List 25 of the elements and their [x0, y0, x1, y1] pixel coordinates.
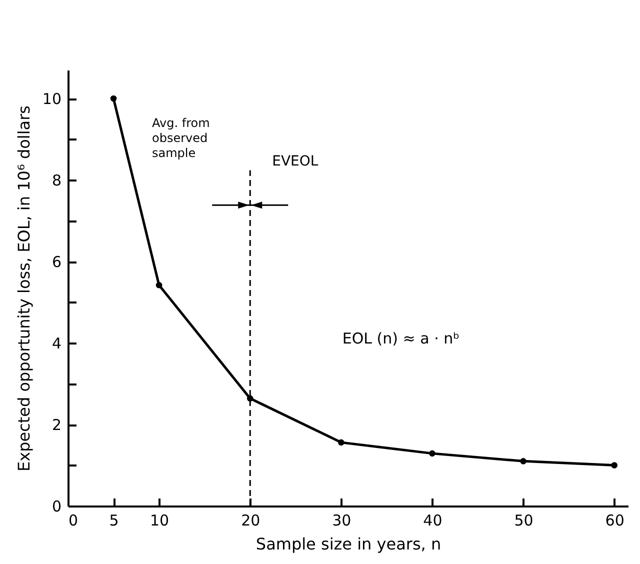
ref-line-label: EVEOL	[272, 154, 318, 170]
point	[110, 95, 117, 102]
y-tick-label: 8	[52, 172, 62, 190]
x-tick-label: 5	[109, 512, 119, 530]
x-tick-label: 40	[423, 512, 442, 530]
x-tick-label: 0	[68, 512, 78, 530]
x-tick-label: 60	[605, 512, 624, 530]
annotation: Avg. from observed sample	[152, 116, 210, 160]
y-tick-label: 10	[42, 90, 62, 108]
x-tick-label: 20	[241, 512, 260, 530]
y-tick-label: 6	[52, 253, 62, 272]
x-tick-label: 10	[150, 512, 170, 530]
point	[611, 462, 618, 468]
y-tick-label: 4	[52, 334, 62, 353]
y-tick-label: 0	[52, 498, 62, 516]
y-axis-title: Expected opportunity loss, EOL, in 10⁶ dollars	[14, 106, 34, 472]
x-tick-label: 30	[332, 512, 352, 530]
point	[429, 450, 436, 457]
y-tick-label: 2	[52, 416, 62, 434]
point	[156, 282, 162, 288]
x-tick-label: 50	[514, 512, 534, 530]
point	[520, 458, 526, 464]
point	[338, 439, 344, 446]
x-axis-title: Sample size in years, n	[256, 534, 442, 554]
annotation: EOL (n) ≈ a · nᵇ	[342, 330, 460, 348]
